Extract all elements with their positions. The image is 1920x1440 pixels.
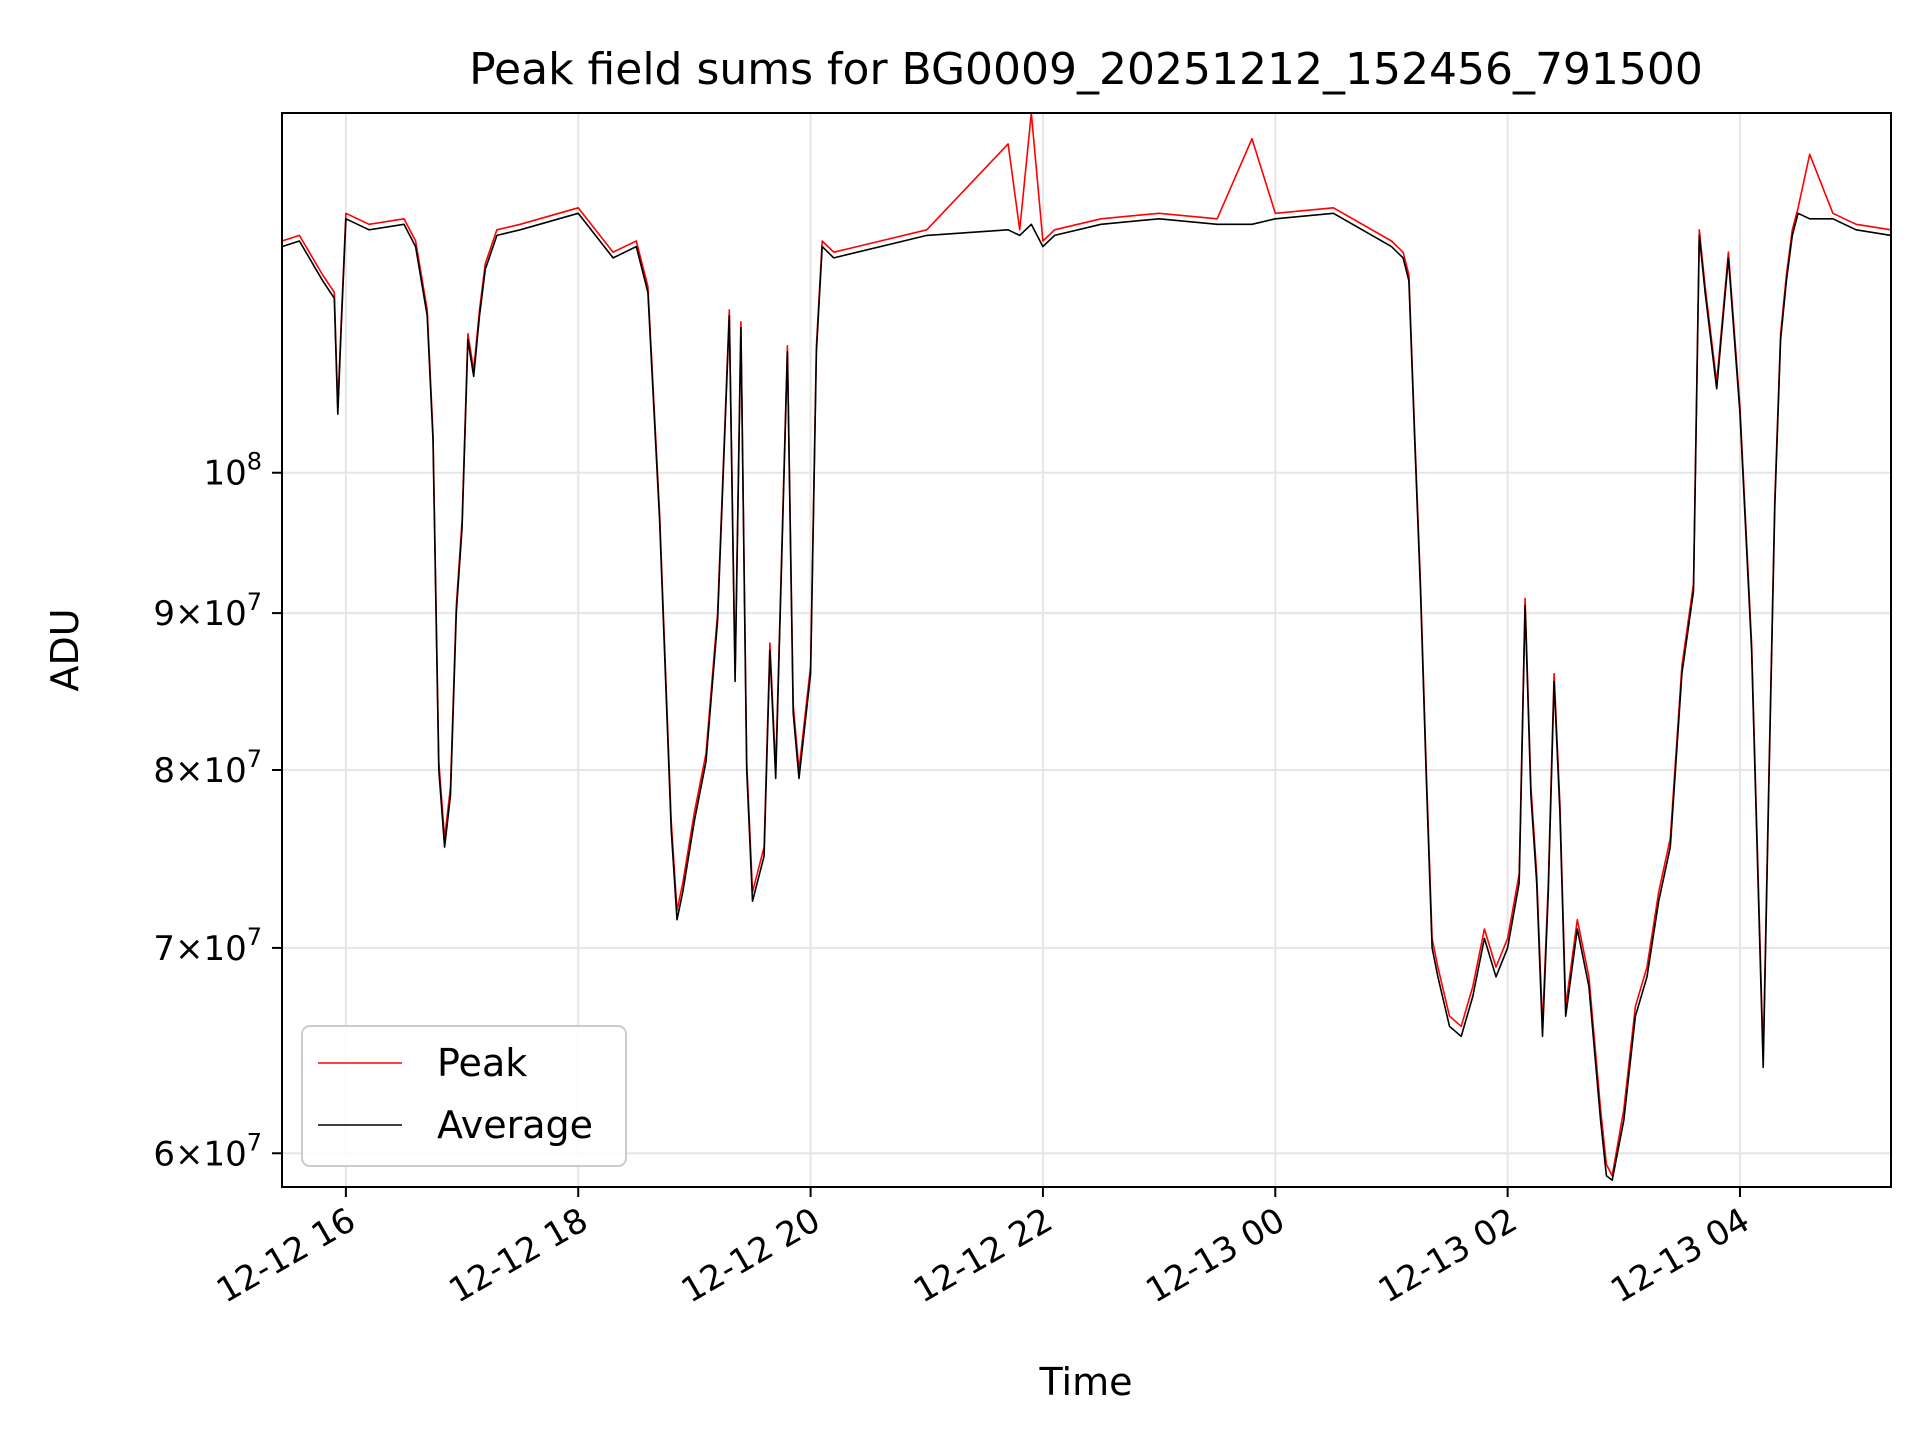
y-tick-label: 8×107 bbox=[153, 745, 262, 791]
legend-box bbox=[301, 1025, 627, 1167]
y-tick-label: 9×107 bbox=[153, 588, 262, 634]
legend-label-peak: Peak bbox=[437, 1041, 527, 1085]
y-axis-label: ADU bbox=[43, 608, 87, 691]
series-line-average bbox=[281, 212, 1892, 1181]
series-lines bbox=[281, 112, 1892, 1181]
legend: Peak Average bbox=[301, 1025, 627, 1167]
chart-title: Peak field sums for BG0009_20251212_1524… bbox=[469, 44, 1703, 95]
grid-lines bbox=[282, 113, 1891, 1187]
x-axis-label: Time bbox=[1039, 1360, 1133, 1404]
y-tick-label: 6×107 bbox=[153, 1128, 262, 1174]
y-tick-label: 7×107 bbox=[153, 923, 262, 969]
legend-label-average: Average bbox=[437, 1103, 593, 1147]
plot-frame bbox=[281, 112, 1892, 1188]
